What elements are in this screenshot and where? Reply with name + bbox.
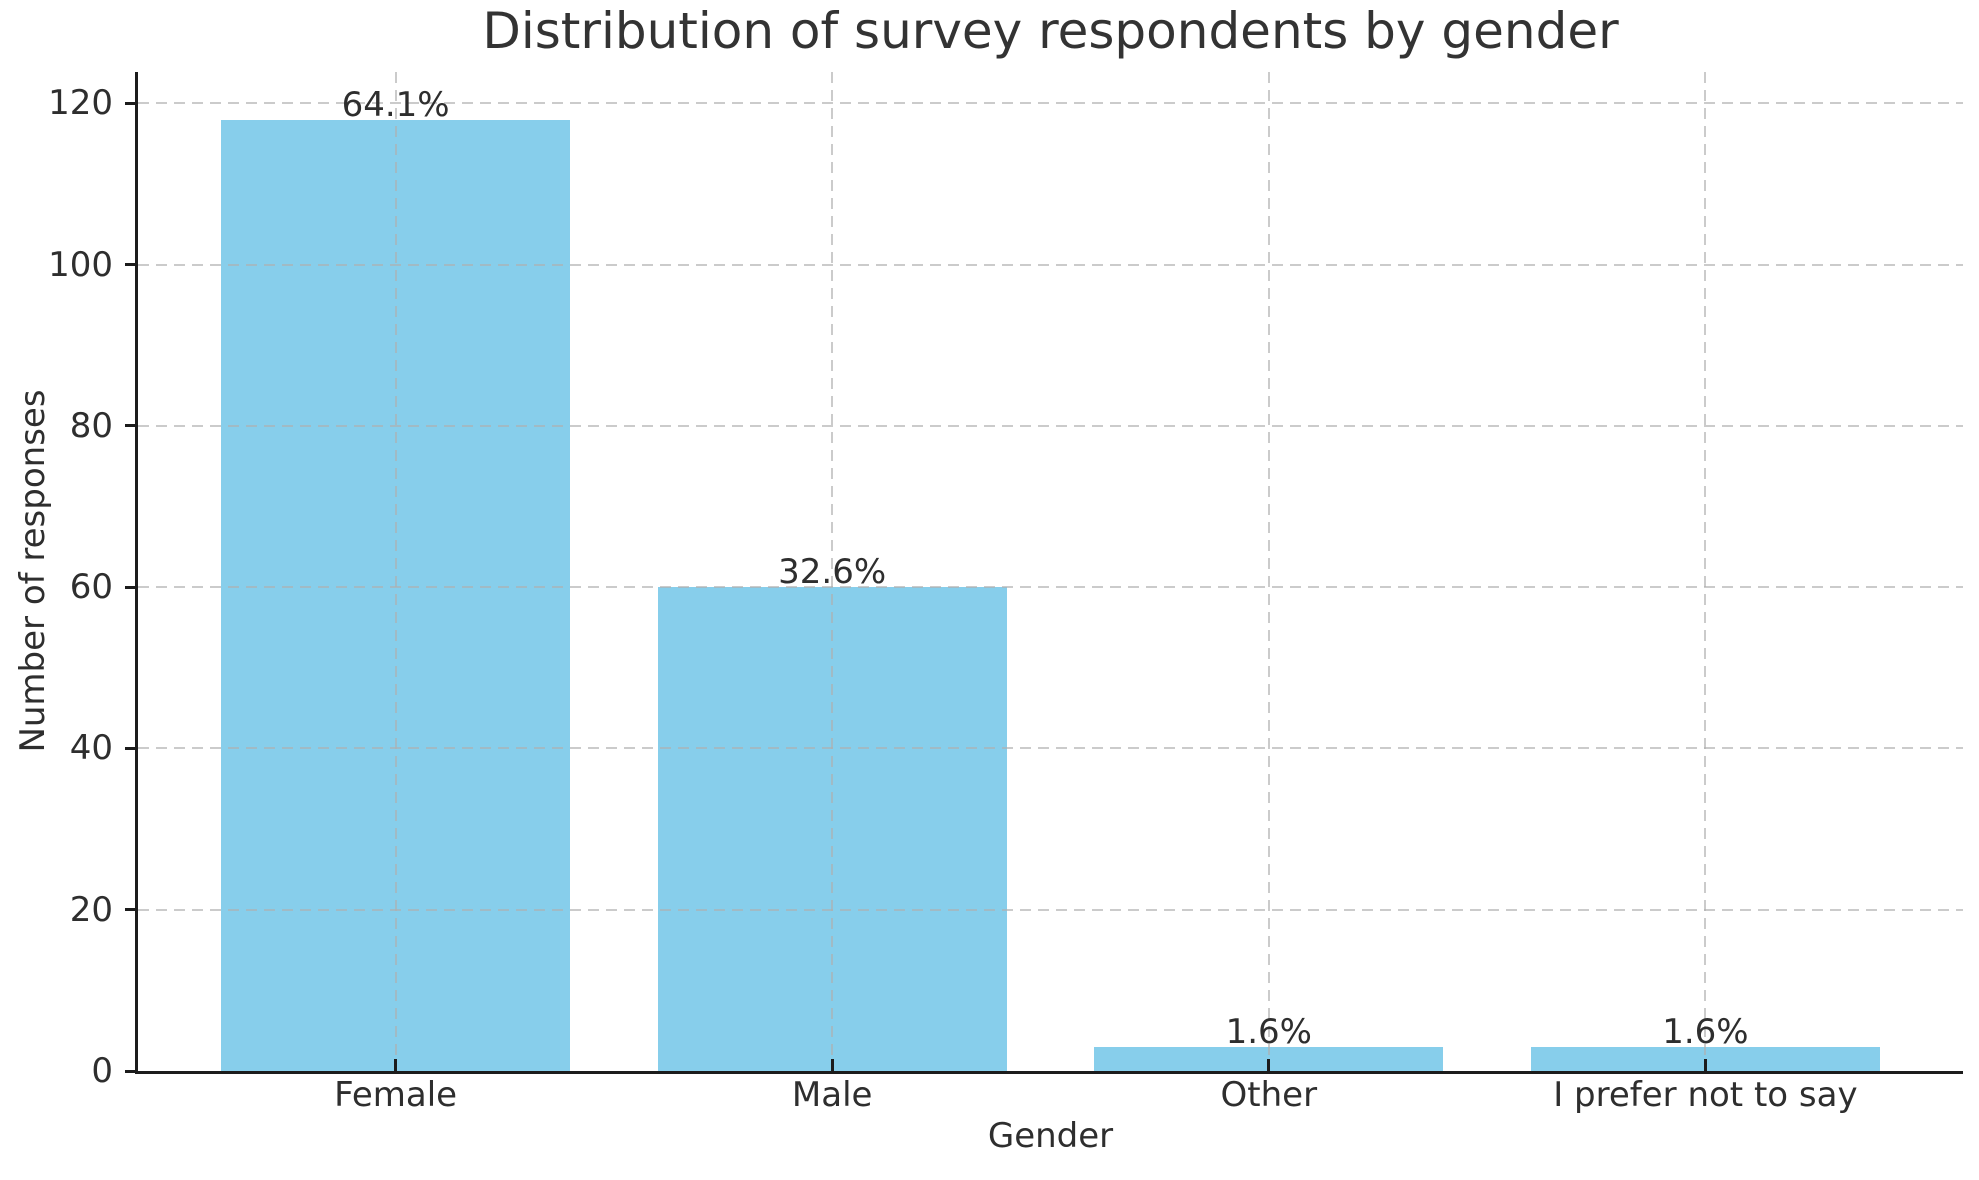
y-tick-mark xyxy=(125,101,138,105)
x-tick-mark xyxy=(1267,1059,1271,1071)
chart-title: Distribution of survey respondents by ge… xyxy=(482,2,1619,60)
y-tick-label: 80 xyxy=(69,405,113,446)
bar-value-label: 64.1% xyxy=(341,84,450,125)
y-gridline xyxy=(138,747,1963,750)
x-tick-mark xyxy=(830,1059,834,1071)
y-tick-label: 0 xyxy=(91,1051,113,1091)
y-gridline xyxy=(138,102,1963,105)
plot-area: 64.1% Female 32.6% Male 1.6% Other 1.6% I prefe… xyxy=(48,72,1963,1115)
y-gridline xyxy=(138,424,1963,427)
y-tick-label: 60 xyxy=(69,567,113,608)
x-tick-label-i-prefer-not-to-say: I prefer not to say xyxy=(1553,1075,1858,1115)
y-tick-mark xyxy=(125,1069,138,1073)
y-tick-label: 40 xyxy=(69,728,113,769)
x-tick-label-other: Other xyxy=(1220,1075,1318,1115)
y-gridline xyxy=(138,586,1963,589)
y-gridline xyxy=(138,908,1963,911)
y-tick-label: 100 xyxy=(48,244,113,285)
y-tick-mark xyxy=(125,263,138,267)
y-tick-mark xyxy=(125,746,138,750)
bar-value-label: 32.6% xyxy=(778,552,887,593)
y-axis-spine xyxy=(135,72,138,1074)
y-tick-label: 20 xyxy=(69,889,113,930)
y-gridline xyxy=(138,263,1963,266)
x-tick-mark xyxy=(1703,1059,1707,1071)
bar-value-label: 1.6% xyxy=(1662,1011,1749,1052)
x-axis-spine xyxy=(135,1071,1963,1074)
x-gridline xyxy=(394,72,397,1071)
x-gridline xyxy=(831,72,834,1071)
y-tick-mark xyxy=(125,424,138,428)
x-gridline xyxy=(1704,72,1707,1071)
bar-value-label: 1.6% xyxy=(1225,1011,1312,1052)
x-gridline xyxy=(1267,72,1270,1071)
x-tick-mark xyxy=(394,1059,398,1071)
x-tick-label-female: Female xyxy=(334,1075,458,1115)
x-axis-label: Gender xyxy=(987,1116,1114,1156)
x-tick-label-male: Male xyxy=(791,1075,873,1115)
y-tick-label: 120 xyxy=(48,83,113,124)
y-tick-mark xyxy=(125,908,138,912)
y-tick-mark xyxy=(125,585,138,589)
